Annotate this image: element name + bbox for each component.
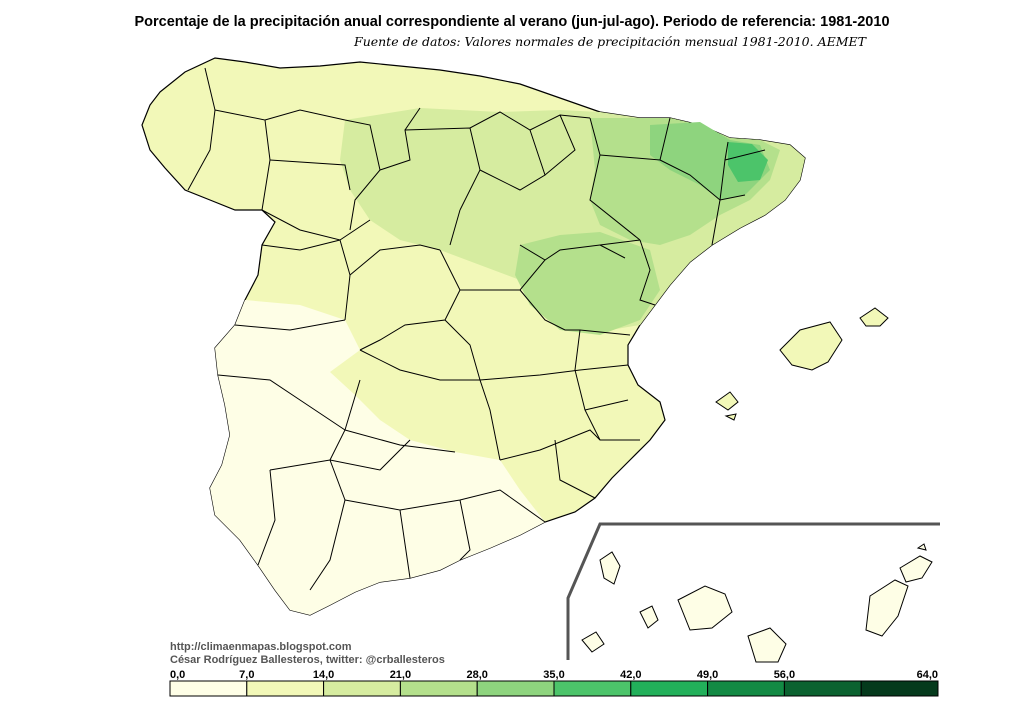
province-borders (187, 67, 766, 591)
ibiza (715, 391, 739, 411)
legend-tick-label: 35,0 (543, 669, 564, 681)
credit-url: http://climaenmapas.blogspot.com (170, 641, 352, 653)
legend-tick-label: 14,0 (313, 669, 334, 681)
mallorca (779, 321, 843, 371)
legend-tick-label: 64,0 (917, 669, 938, 681)
legend-tick-label: 42,0 (620, 669, 641, 681)
formentera (724, 413, 737, 421)
legend-swatch (707, 680, 785, 697)
credit-author: César Rodríguez Ballesteros, twitter: @c… (170, 654, 445, 666)
legend-swatch (399, 680, 478, 697)
legend-tick-label: 0,0 (170, 669, 185, 681)
legend-swatch (860, 680, 939, 697)
legend-swatch (246, 680, 325, 697)
legend-tick-label: 28,0 (466, 669, 487, 681)
legend-tick-label: 56,0 (774, 669, 795, 681)
map-title: Porcentaje de la precipitación anual cor… (134, 14, 890, 30)
legend-swatch (169, 680, 248, 697)
legend-swatch (323, 680, 401, 697)
map-subtitle: Fuente de datos: Valores normales de pre… (354, 34, 866, 49)
legend-tick-label: 49,0 (697, 669, 718, 681)
legend-swatch (553, 680, 632, 697)
canary-inset-frame (566, 522, 940, 660)
legend-tick-label: 7,0 (239, 669, 254, 681)
legend-swatch (476, 680, 555, 697)
legend-tick-label: 21,0 (390, 669, 411, 681)
legend-swatch (630, 680, 709, 697)
canary-islands (581, 543, 933, 663)
zone-lowest-southwest (210, 300, 545, 615)
legend-swatch (783, 680, 862, 697)
menorca (859, 307, 889, 327)
